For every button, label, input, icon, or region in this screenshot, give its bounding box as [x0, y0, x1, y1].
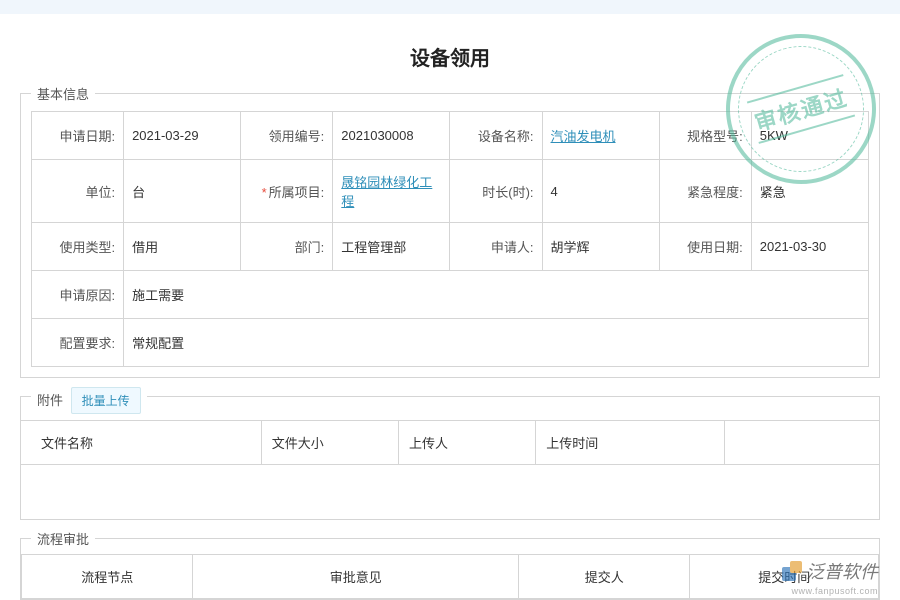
- value-urgency: 紧急: [751, 160, 868, 223]
- label-reason: 申请原因:: [32, 271, 124, 319]
- value-project[interactable]: 晟铭园林绿化工程: [333, 160, 450, 223]
- value-receipt-no: 2021030008: [333, 112, 450, 160]
- col-submit-time: 提交时间: [690, 555, 879, 599]
- basic-info-legend: 基本信息: [31, 84, 95, 103]
- approval-panel: 流程审批 流程节点 审批意见 提交人 提交时间: [20, 538, 880, 600]
- label-use-type: 使用类型:: [32, 223, 124, 271]
- label-receipt-no: 领用编号:: [241, 112, 333, 160]
- value-config: 常规配置: [124, 319, 869, 367]
- top-band: [0, 0, 900, 14]
- value-duration: 4: [542, 160, 659, 223]
- value-use-type: 借用: [124, 223, 241, 271]
- value-reason: 施工需要: [124, 271, 869, 319]
- value-dept: 工程管理部: [333, 223, 450, 271]
- attachment-empty-area: [21, 465, 879, 519]
- table-header-row: 文件名称 文件大小 上传人 上传时间: [21, 421, 879, 465]
- col-filesize: 文件大小: [261, 421, 398, 465]
- attachment-panel: 附件 批量上传 文件名称 文件大小 上传人 上传时间: [20, 396, 880, 520]
- table-row: 单位: 台 *所属项目: 晟铭园林绿化工程 时长(时): 4 紧急程度: 紧急: [32, 160, 869, 223]
- attachment-legend-text: 附件: [37, 393, 63, 408]
- required-mark-icon: *: [262, 185, 267, 200]
- col-uploader: 上传人: [399, 421, 536, 465]
- col-flow-node: 流程节点: [22, 555, 193, 599]
- label-dept: 部门:: [241, 223, 333, 271]
- col-filename: 文件名称: [21, 421, 261, 465]
- value-use-date: 2021-03-30: [751, 223, 868, 271]
- basic-info-panel: 基本信息 申请日期: 2021-03-29 领用编号: 2021030008 设…: [20, 93, 880, 378]
- table-header-row: 流程节点 审批意见 提交人 提交时间: [22, 555, 879, 599]
- approval-table: 流程节点 审批意见 提交人 提交时间: [21, 554, 879, 599]
- table-row: 申请日期: 2021-03-29 领用编号: 2021030008 设备名称: …: [32, 112, 869, 160]
- project-link[interactable]: 晟铭园林绿化工程: [341, 175, 432, 209]
- label-duration: 时长(时):: [450, 160, 542, 223]
- value-spec: 5KW: [751, 112, 868, 160]
- device-name-link[interactable]: 汽油发电机: [551, 129, 616, 144]
- label-urgency: 紧急程度:: [659, 160, 751, 223]
- col-opinion: 审批意见: [193, 555, 519, 599]
- label-spec: 规格型号:: [659, 112, 751, 160]
- label-apply-date: 申请日期:: [32, 112, 124, 160]
- label-use-date: 使用日期:: [659, 223, 751, 271]
- label-unit: 单位:: [32, 160, 124, 223]
- value-applicant: 胡学辉: [542, 223, 659, 271]
- table-row: 配置要求: 常规配置: [32, 319, 869, 367]
- value-unit: 台: [124, 160, 241, 223]
- col-empty: [725, 421, 879, 465]
- approval-legend: 流程审批: [31, 529, 95, 548]
- col-uploadtime: 上传时间: [536, 421, 725, 465]
- col-submitter: 提交人: [519, 555, 690, 599]
- attachment-table: 文件名称 文件大小 上传人 上传时间: [21, 420, 879, 465]
- label-config: 配置要求:: [32, 319, 124, 367]
- table-row: 申请原因: 施工需要: [32, 271, 869, 319]
- page-title: 设备领用: [0, 14, 900, 93]
- basic-info-table: 申请日期: 2021-03-29 领用编号: 2021030008 设备名称: …: [31, 111, 869, 367]
- bulk-upload-button[interactable]: 批量上传: [71, 387, 141, 414]
- value-apply-date: 2021-03-29: [124, 112, 241, 160]
- attachment-legend: 附件 批量上传: [31, 387, 147, 414]
- label-applicant: 申请人:: [450, 223, 542, 271]
- table-row: 使用类型: 借用 部门: 工程管理部 申请人: 胡学辉 使用日期: 2021-0…: [32, 223, 869, 271]
- value-device-name[interactable]: 汽油发电机: [542, 112, 659, 160]
- label-project: *所属项目:: [241, 160, 333, 223]
- label-device-name: 设备名称:: [450, 112, 542, 160]
